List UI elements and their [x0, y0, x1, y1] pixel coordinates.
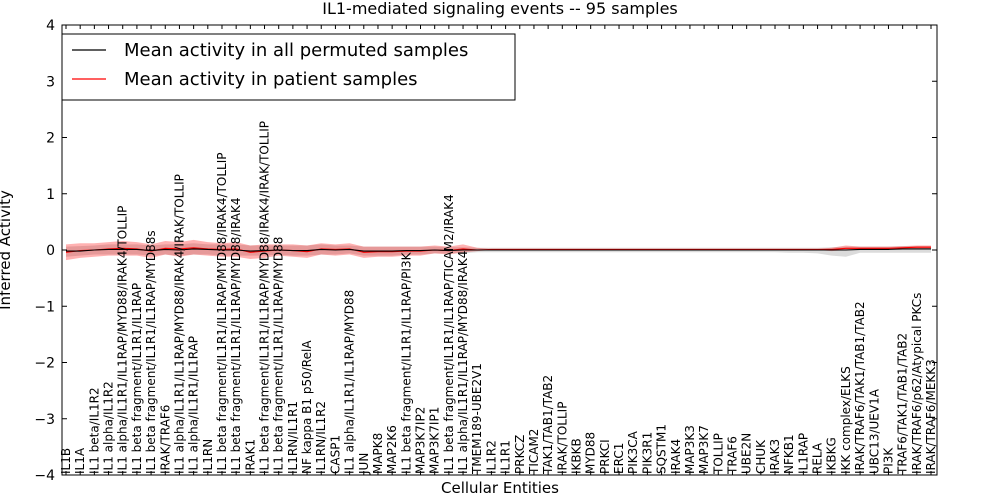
- x-tick-label: UBE2N: [740, 433, 754, 474]
- x-tick-label: IL1RN/IL1R1: [286, 401, 300, 474]
- y-tick-label: 2: [46, 131, 55, 147]
- x-tick-label: IL1R2: [484, 440, 498, 474]
- x-tick-label: NF kappa B1 p50/RelA: [300, 340, 314, 474]
- x-tick-label: IL1 alpha/IL1R1/IL1RAP: [187, 336, 201, 474]
- y-tick-label: 3: [46, 74, 55, 90]
- x-tick-label: RELA: [811, 442, 825, 474]
- x-tick-label: IL1 beta fragment/IL1R1/IL1RAP/TICAM2/IR…: [442, 194, 456, 474]
- x-tick-label: CHUK: [754, 439, 768, 474]
- legend-label-patient: Mean activity in patient samples: [124, 69, 418, 90]
- x-tick-label: IL1 alpha/IL1R1/IL1RAP/MYD88/IRAK4/TOLLI…: [116, 206, 130, 474]
- x-tick-label: IL1 beta fragment/IL1R1/IL1RAP/MYD88/IRA…: [215, 153, 229, 474]
- x-tick-label: MAP3K7IP2: [414, 407, 428, 474]
- y-tick-label: −3: [34, 412, 55, 428]
- x-tick-label: MAP3K7: [697, 425, 711, 474]
- x-tick-label: PIK3CA: [626, 430, 640, 474]
- x-tick-label: IRAK1: [243, 439, 257, 474]
- x-tick-label: IL1 alpha/IL1R1/IL1RAP/MYD88: [343, 290, 357, 474]
- x-tick-label: CASP1: [328, 435, 342, 474]
- x-tick-label: PI3K: [882, 447, 896, 474]
- x-tick-label: MAP3K7IP1: [428, 407, 442, 474]
- x-tick-label: IRAK4: [669, 439, 683, 474]
- x-tick-label: IL1RN/IL1R2: [314, 401, 328, 474]
- x-axis-label: Cellular Entities: [441, 479, 559, 497]
- y-tick-label: −1: [34, 299, 55, 315]
- x-tick-label: JUN: [357, 453, 371, 475]
- x-tick-label: NFKB1: [782, 434, 796, 474]
- x-tick-label: IL1 alpha/IL1R2: [102, 381, 116, 474]
- legend: Mean activity in all permuted samples Me…: [61, 33, 516, 101]
- x-tick-label: IKK complex/ELKS: [839, 366, 853, 474]
- x-axis: IL1B IL1A IL1 beta/IL1R2 IL1 alpha/IL1R2 IL1…: [59, 25, 938, 475]
- x-tick-label: IRAK/TRAF6/MEKK3: [924, 359, 938, 474]
- y-tick-label: −2: [34, 356, 55, 372]
- x-tick-label: TMEM189-UBE2V1: [470, 363, 484, 475]
- x-tick-label: MYD88: [584, 432, 598, 474]
- y-axis-label: Inferred Activity: [0, 190, 14, 310]
- x-tick-label: PIK3R1: [640, 432, 654, 474]
- x-tick-label: IL1 beta fragment/IL1R1/IL1RAP/MYD88/IRA…: [258, 121, 272, 474]
- x-tick-label: IL1 beta fragment/IL1R1/IL1RAP/PI3K: [399, 251, 413, 474]
- x-tick-label: PRKCI: [598, 439, 612, 474]
- x-tick-label: IRAK/TOLLIP: [555, 402, 569, 474]
- x-tick-label: IKBKB: [570, 438, 584, 474]
- x-tick-label: IKBKG: [825, 437, 839, 474]
- x-tick-label: TRAF6/TAK1/TAB1/TAB2: [896, 333, 910, 475]
- x-tick-label: SQSTM1: [655, 424, 669, 474]
- x-tick-label: PRKCZ: [513, 435, 527, 474]
- x-tick-label: MAPK8: [371, 433, 385, 474]
- x-tick-label: IL1R1: [499, 440, 513, 474]
- x-tick-label: MAP2K6: [385, 425, 399, 474]
- line-permuted: [66, 248, 931, 252]
- x-tick-label: MAP3K3: [683, 425, 697, 474]
- y-tick-label: −4: [34, 468, 55, 484]
- x-tick-label: IRAK/TRAF6/TAK1/TAB1/TAB2: [853, 301, 867, 474]
- x-tick-label: IL1RN: [201, 439, 215, 474]
- x-tick-label: IRAK3: [768, 439, 782, 474]
- x-tick-label: TOLLIP: [711, 433, 725, 475]
- x-tick-label: ERC1: [612, 443, 626, 474]
- x-tick-label: IL1 alpha/IL1R1/IL1RAP/MYD88/IRAK4/IRAK/…: [172, 174, 186, 474]
- series-lines: [65, 246, 931, 253]
- x-tick-label: IL1 beta fragment/IL1R1/IL1RAP: [130, 283, 144, 474]
- x-tick-label: IL1B: [59, 448, 73, 474]
- x-tick-label: IL1 alpha/IL1R1/IL1RAP/MYD88/IRAK4: [456, 251, 470, 474]
- x-tick-label: IL1A: [73, 447, 87, 474]
- legend-box: [61, 33, 516, 101]
- y-tick-label: 0: [46, 243, 55, 259]
- y-axis: −4 −3 −2 −1 0 1 2 3 4: [34, 18, 937, 484]
- legend-label-permuted: Mean activity in all permuted samples: [124, 40, 468, 61]
- x-tick-label: IRAK/TRAF6: [158, 405, 172, 474]
- x-tick-label: IL1 beta fragment/IL1R1/IL1RAP/MYD88s: [144, 230, 158, 474]
- x-tick-label: IL1 beta fragment/IL1R1/IL1RAP/MYD88: [272, 237, 286, 474]
- chart-title: IL1-mediated signaling events -- 95 samp…: [322, 0, 678, 18]
- x-tick-label: TAK1/TAB1/TAB2: [541, 375, 555, 475]
- x-tick-label: IL1 beta/IL1R2: [87, 387, 101, 474]
- x-tick-label: TICAM2: [527, 429, 541, 475]
- y-tick-label: 1: [46, 187, 55, 203]
- x-tick-label: IL1RAP: [796, 433, 810, 474]
- x-tick-label: IRAK/TRAF6/p62/Atypical PKCs: [910, 293, 924, 474]
- y-tick-label: 4: [46, 18, 55, 34]
- x-tick-label: TRAF6: [726, 436, 740, 475]
- x-tick-label: IL1 beta fragment/IL1R1/IL1RAP/MYD88/IRA…: [229, 197, 243, 474]
- x-tick-label: UBC13/UEV1A: [867, 388, 881, 474]
